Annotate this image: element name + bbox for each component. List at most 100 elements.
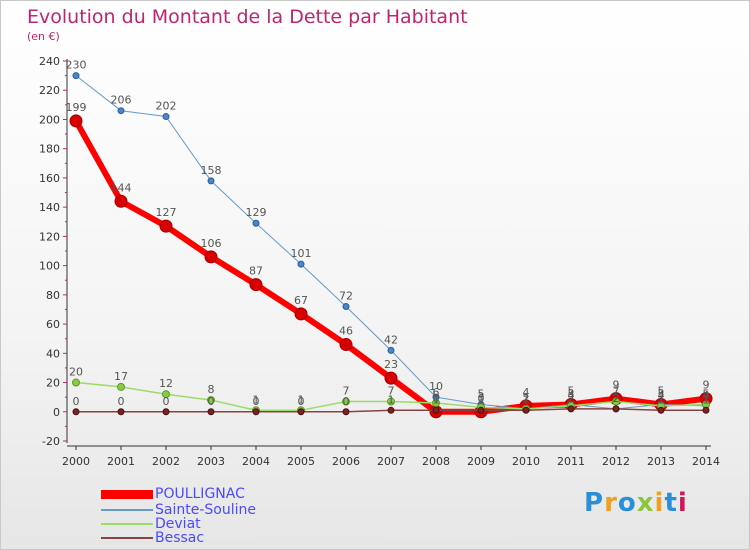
- data-label-poullignac: 87: [249, 265, 263, 278]
- data-label-deviat: 20: [69, 366, 83, 379]
- x-tick-label: 2008: [422, 455, 450, 468]
- data-point-bessac: [342, 408, 350, 416]
- data-point-deviat: [207, 396, 215, 405]
- y-tick-label: 20: [46, 377, 60, 390]
- data-label-deviat: 8: [208, 383, 215, 396]
- y-tick-label: 160: [39, 172, 60, 185]
- data-label-bessac: 2: [613, 392, 620, 405]
- data-label-sainte-souline: 72: [339, 290, 353, 303]
- data-label-bessac: 0: [73, 395, 80, 408]
- chart-title: Evolution du Montant de la Dette par Hab…: [27, 6, 468, 28]
- x-tick-label: 2011: [557, 455, 585, 468]
- data-point-deviat: [72, 378, 80, 387]
- data-point-bessac: [72, 408, 80, 416]
- y-tick-label: 140: [39, 201, 60, 214]
- data-label-sainte-souline: 202: [156, 100, 177, 113]
- y-tick-label: 120: [39, 230, 60, 243]
- data-label-sainte-souline: 4: [703, 389, 710, 402]
- x-tick-label: 2003: [197, 455, 225, 468]
- x-tick-label: 2004: [242, 455, 270, 468]
- y-tick-label: 100: [39, 260, 60, 273]
- data-label-poullignac: 127: [156, 206, 177, 219]
- x-tick-label: 2000: [62, 455, 90, 468]
- data-point-poullignac: [384, 371, 398, 385]
- x-tick-label: 2005: [287, 455, 315, 468]
- data-point-deviat: [612, 397, 620, 406]
- data-label-poullignac: 144: [111, 181, 132, 194]
- data-point-sainte-souline: [72, 72, 80, 80]
- data-label-poullignac: 0: [433, 392, 440, 405]
- data-point-sainte-souline: [297, 260, 305, 268]
- data-point-sainte-souline: [342, 303, 350, 311]
- data-point-bessac: [657, 406, 665, 414]
- axes: -200204060801001201401601802002202402000…: [39, 55, 720, 468]
- data-label-sainte-souline: 5: [568, 387, 575, 400]
- data-point-poullignac: [69, 114, 83, 128]
- data-label-deviat: 1: [253, 393, 260, 406]
- data-point-bessac: [207, 408, 215, 416]
- unit-label: (en €): [27, 30, 60, 43]
- data-label-bessac: 0: [163, 395, 170, 408]
- y-tick-label: 180: [39, 143, 60, 156]
- y-tick-label: 240: [39, 55, 60, 68]
- data-label-sainte-souline: 2: [523, 392, 530, 405]
- data-point-sainte-souline: [207, 177, 215, 185]
- data-label-bessac: 0: [208, 395, 215, 408]
- data-label-deviat: 7: [613, 385, 620, 398]
- data-point-bessac: [612, 405, 620, 413]
- data-label-deviat: 7: [343, 385, 350, 398]
- data-label-sainte-souline: 129: [246, 206, 267, 219]
- data-label-poullignac: 46: [339, 325, 353, 338]
- data-label-bessac: 0: [253, 395, 260, 408]
- legend-label-poullignac: POULLIGNAC: [155, 486, 245, 502]
- data-point-poullignac: [249, 278, 263, 292]
- data-label-sainte-souline: 5: [478, 387, 485, 400]
- data-label-bessac: 1: [523, 393, 530, 406]
- data-label-bessac: 2: [568, 392, 575, 405]
- data-label-bessac: 1: [658, 393, 665, 406]
- x-tick-label: 2013: [647, 455, 675, 468]
- data-point-deviat: [432, 399, 440, 407]
- x-tick-label: 2007: [377, 455, 405, 468]
- data-point-bessac: [252, 408, 260, 416]
- data-label-sainte-souline: 158: [201, 164, 222, 177]
- data-label-sainte-souline: 101: [291, 247, 312, 260]
- data-label-deviat: 4: [658, 389, 665, 402]
- data-label-sainte-souline: 2: [613, 392, 620, 405]
- data-label-bessac: 0: [298, 395, 305, 408]
- data-point-bessac: [387, 406, 395, 414]
- data-label-sainte-souline: 230: [66, 59, 87, 72]
- data-label-poullignac: 5: [568, 384, 575, 397]
- data-label-deviat: 6: [433, 386, 440, 399]
- data-point-bessac: [477, 406, 485, 414]
- data-label-sainte-souline: 5: [658, 387, 665, 400]
- data-point-bessac: [117, 408, 125, 416]
- legend-label-bessac: Bessac: [155, 530, 205, 546]
- y-tick-label: 0: [53, 406, 60, 419]
- data-label-sainte-souline: 206: [111, 94, 132, 107]
- data-point-bessac: [567, 405, 575, 413]
- data-label-bessac: 1: [703, 393, 710, 406]
- data-label-sainte-souline: 10: [429, 380, 443, 393]
- data-point-deviat: [342, 397, 350, 406]
- data-label-poullignac: 106: [201, 237, 222, 250]
- y-tick-label: 60: [46, 318, 60, 331]
- data-label-poullignac: 9: [613, 379, 620, 392]
- y-tick-label: -20: [42, 435, 60, 448]
- data-point-sainte-souline: [117, 107, 125, 115]
- proxiti-logo: Proxiti: [584, 488, 688, 518]
- y-tick-label: 40: [46, 347, 60, 360]
- x-tick-label: 2001: [107, 455, 135, 468]
- data-label-poullignac: 4: [523, 386, 530, 399]
- x-tick-label: 2002: [152, 455, 180, 468]
- data-label-bessac: 0: [343, 395, 350, 408]
- data-label-poullignac: 199: [66, 101, 87, 114]
- data-point-poullignac: [114, 194, 128, 208]
- series-layer: [69, 72, 713, 419]
- legend-label-deviat: Deviat: [155, 516, 201, 532]
- data-label-deviat: 7: [388, 385, 395, 398]
- x-tick-label: 2012: [602, 455, 630, 468]
